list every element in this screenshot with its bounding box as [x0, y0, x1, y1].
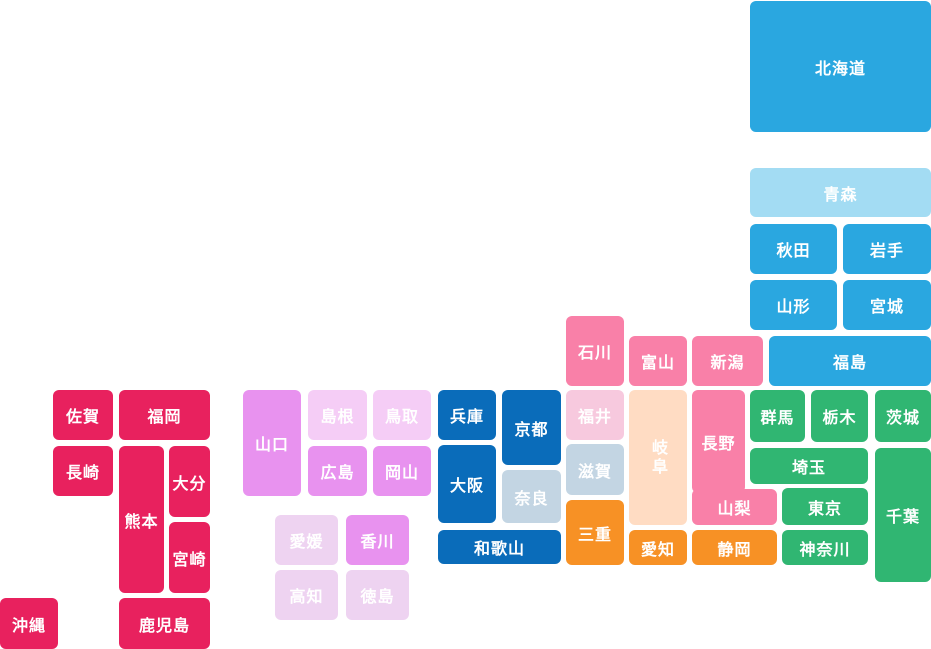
prefecture-label: 徳島: [360, 587, 395, 606]
prefecture-ehime[interactable]: 愛媛: [275, 515, 338, 565]
prefecture-kumamoto[interactable]: 熊本: [119, 446, 164, 593]
prefecture-label: 福岡: [147, 407, 182, 426]
prefecture-label: 三重: [577, 524, 612, 544]
prefecture-label: 岡山: [384, 463, 419, 482]
prefecture-label: 福島: [832, 353, 867, 372]
prefecture-wakayama[interactable]: 和歌山: [438, 530, 561, 564]
prefecture-ibaraki[interactable]: 茨城: [875, 390, 931, 442]
prefecture-kochi[interactable]: 高知: [275, 570, 338, 620]
prefecture-label: 鹿児島: [138, 615, 190, 635]
prefecture-nagano[interactable]: 長野: [692, 390, 745, 493]
prefecture-label: 岩手: [869, 241, 904, 260]
prefecture-label: 兵庫: [449, 407, 484, 426]
prefecture-shimane[interactable]: 島根: [308, 390, 367, 440]
prefecture-label: 山形: [776, 297, 811, 316]
prefecture-fukushima[interactable]: 福島: [769, 336, 931, 386]
prefecture-label: 宮崎: [172, 549, 207, 569]
prefecture-label: 東京: [807, 498, 842, 518]
prefecture-kagoshima[interactable]: 鹿児島: [119, 598, 210, 649]
prefecture-hokkaido[interactable]: 北海道: [750, 1, 931, 132]
prefecture-label: 愛知: [640, 539, 675, 559]
prefecture-yamagata[interactable]: 山形: [750, 280, 837, 330]
prefecture-label: 北海道: [814, 58, 866, 78]
prefecture-fukuoka[interactable]: 福岡: [119, 390, 210, 440]
prefecture-gifu[interactable]: 岐阜: [629, 390, 687, 525]
prefecture-osaka[interactable]: 大阪: [438, 445, 496, 523]
prefecture-miyagi[interactable]: 宮城: [843, 280, 931, 330]
prefecture-label: 静岡: [717, 539, 752, 559]
prefecture-label: 広島: [320, 463, 355, 482]
prefecture-label: 大分: [172, 473, 207, 493]
prefecture-label: 山梨: [717, 499, 752, 518]
prefecture-ishikawa[interactable]: 石川: [566, 316, 624, 386]
prefecture-label: 熊本: [124, 511, 159, 531]
prefecture-label: 長崎: [65, 463, 100, 482]
prefecture-label: 石川: [577, 343, 612, 362]
prefecture-oita[interactable]: 大分: [169, 446, 210, 517]
prefecture-yamaguchi[interactable]: 山口: [243, 390, 301, 496]
prefecture-label: 高知: [289, 587, 324, 606]
prefecture-label: 埼玉: [791, 458, 826, 477]
prefecture-fukui[interactable]: 福井: [566, 390, 624, 440]
prefecture-mie[interactable]: 三重: [566, 500, 624, 565]
prefecture-tokushima[interactable]: 徳島: [346, 570, 409, 620]
prefecture-chiba[interactable]: 千葉: [875, 448, 931, 582]
prefecture-label: 和歌山: [473, 539, 525, 558]
prefecture-label: 鳥取: [384, 407, 419, 426]
prefecture-akita[interactable]: 秋田: [750, 224, 837, 274]
prefecture-label: 滋賀: [577, 461, 612, 481]
prefecture-hyogo[interactable]: 兵庫: [438, 390, 496, 440]
prefecture-hiroshima[interactable]: 広島: [308, 446, 367, 496]
prefecture-label: 長野: [701, 433, 736, 453]
prefecture-label: 福井: [577, 407, 612, 426]
prefecture-label: 山口: [254, 435, 289, 454]
prefecture-nagasaki[interactable]: 長崎: [53, 446, 113, 496]
prefecture-tottori[interactable]: 鳥取: [373, 390, 431, 440]
prefecture-aichi[interactable]: 愛知: [629, 530, 687, 565]
prefecture-label: 奈良: [514, 488, 549, 508]
prefecture-gunma[interactable]: 群馬: [750, 390, 805, 442]
prefecture-label: 岐阜: [649, 438, 668, 477]
prefecture-label: 栃木: [822, 408, 857, 427]
prefecture-label: 群馬: [760, 408, 795, 427]
prefecture-label: 神奈川: [799, 539, 851, 559]
prefecture-niigata[interactable]: 新潟: [692, 336, 763, 386]
prefecture-miyazaki[interactable]: 宮崎: [169, 522, 210, 593]
prefecture-shizuoka[interactable]: 静岡: [692, 530, 777, 565]
prefecture-tochigi[interactable]: 栃木: [811, 390, 868, 442]
prefecture-okayama[interactable]: 岡山: [373, 446, 431, 496]
prefecture-label: 京都: [514, 419, 549, 439]
prefecture-label: 香川: [360, 532, 395, 551]
prefecture-label: 青森: [823, 184, 858, 204]
prefecture-shiga[interactable]: 滋賀: [566, 444, 624, 495]
prefecture-label: 千葉: [885, 507, 920, 526]
prefecture-label: 秋田: [776, 241, 811, 260]
prefecture-saitama[interactable]: 埼玉: [750, 448, 868, 484]
prefecture-saga[interactable]: 佐賀: [53, 390, 113, 440]
prefecture-label: 沖縄: [11, 615, 46, 635]
prefecture-label: 宮城: [869, 297, 904, 316]
prefecture-yamanashi[interactable]: 山梨: [692, 489, 777, 525]
prefecture-kanagawa[interactable]: 神奈川: [782, 530, 868, 565]
prefecture-label: 愛媛: [289, 532, 324, 551]
prefecture-tokyo[interactable]: 東京: [782, 488, 868, 525]
prefecture-label: 茨城: [885, 408, 920, 427]
prefecture-label: 佐賀: [65, 407, 100, 426]
prefecture-label: 島根: [320, 407, 355, 426]
prefecture-nara[interactable]: 奈良: [502, 470, 561, 523]
prefecture-label: 富山: [640, 353, 675, 372]
prefecture-okinawa[interactable]: 沖縄: [0, 598, 58, 649]
prefecture-aomori[interactable]: 青森: [750, 168, 931, 217]
prefecture-toyama[interactable]: 富山: [629, 336, 687, 386]
prefecture-label: 新潟: [710, 353, 745, 372]
prefecture-iwate[interactable]: 岩手: [843, 224, 931, 274]
prefecture-kagawa[interactable]: 香川: [346, 515, 409, 565]
prefecture-kyoto[interactable]: 京都: [502, 390, 561, 465]
prefecture-label: 大阪: [449, 476, 484, 495]
